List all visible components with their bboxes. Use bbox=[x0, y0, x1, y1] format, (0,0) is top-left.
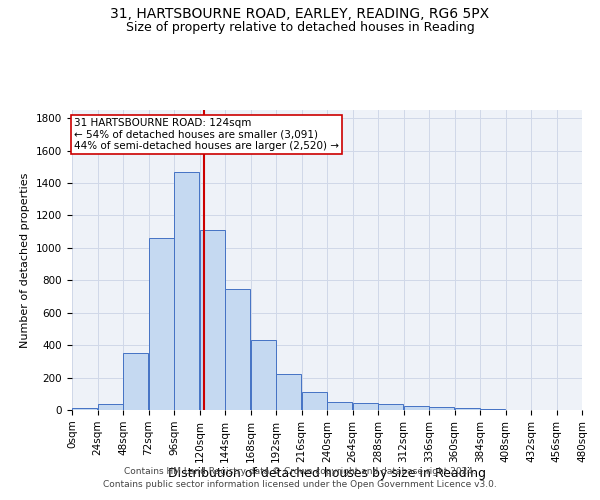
Text: Contains HM Land Registry data © Crown copyright and database right 2024.: Contains HM Land Registry data © Crown c… bbox=[124, 467, 476, 476]
Bar bbox=[404, 406, 429, 410]
Bar bbox=[72, 408, 97, 410]
Text: 31 HARTSBOURNE ROAD: 124sqm
← 54% of detached houses are smaller (3,091)
44% of : 31 HARTSBOURNE ROAD: 124sqm ← 54% of det… bbox=[74, 118, 339, 152]
Bar bbox=[480, 409, 505, 410]
Text: Contains public sector information licensed under the Open Government Licence v3: Contains public sector information licen… bbox=[103, 480, 497, 489]
Bar bbox=[123, 353, 148, 410]
Bar bbox=[378, 404, 403, 410]
Bar bbox=[98, 404, 123, 410]
Bar bbox=[276, 374, 301, 410]
Bar bbox=[353, 402, 378, 410]
Bar bbox=[455, 408, 480, 410]
Bar bbox=[251, 340, 276, 410]
Bar bbox=[302, 392, 327, 410]
Text: Size of property relative to detached houses in Reading: Size of property relative to detached ho… bbox=[125, 21, 475, 34]
Y-axis label: Number of detached properties: Number of detached properties bbox=[20, 172, 31, 348]
Bar bbox=[200, 230, 225, 410]
Text: 31, HARTSBOURNE ROAD, EARLEY, READING, RG6 5PX: 31, HARTSBOURNE ROAD, EARLEY, READING, R… bbox=[110, 8, 490, 22]
Bar bbox=[174, 172, 199, 410]
Bar bbox=[327, 402, 352, 410]
Bar bbox=[149, 238, 174, 410]
Bar bbox=[429, 407, 454, 410]
Bar bbox=[225, 289, 250, 410]
X-axis label: Distribution of detached houses by size in Reading: Distribution of detached houses by size … bbox=[168, 468, 486, 480]
